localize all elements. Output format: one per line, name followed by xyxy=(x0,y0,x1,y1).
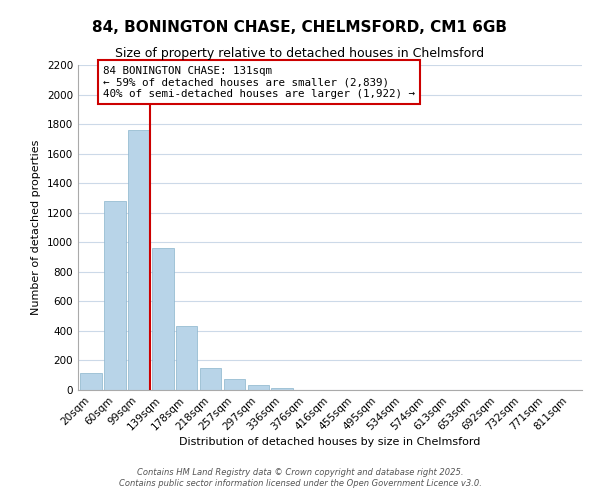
Bar xyxy=(200,368,221,390)
Bar xyxy=(128,130,149,390)
Bar xyxy=(176,326,197,390)
Bar xyxy=(224,379,245,390)
Bar xyxy=(152,248,173,390)
Bar xyxy=(80,373,102,390)
Text: 84, BONINGTON CHASE, CHELMSFORD, CM1 6GB: 84, BONINGTON CHASE, CHELMSFORD, CM1 6GB xyxy=(92,20,508,35)
Bar xyxy=(104,201,126,390)
Text: Size of property relative to detached houses in Chelmsford: Size of property relative to detached ho… xyxy=(115,48,485,60)
Text: Contains HM Land Registry data © Crown copyright and database right 2025.
Contai: Contains HM Land Registry data © Crown c… xyxy=(119,468,481,487)
Y-axis label: Number of detached properties: Number of detached properties xyxy=(31,140,41,315)
Bar xyxy=(248,385,269,390)
Text: 84 BONINGTON CHASE: 131sqm
← 59% of detached houses are smaller (2,839)
40% of s: 84 BONINGTON CHASE: 131sqm ← 59% of deta… xyxy=(103,66,415,99)
X-axis label: Distribution of detached houses by size in Chelmsford: Distribution of detached houses by size … xyxy=(179,438,481,448)
Bar xyxy=(271,388,293,390)
